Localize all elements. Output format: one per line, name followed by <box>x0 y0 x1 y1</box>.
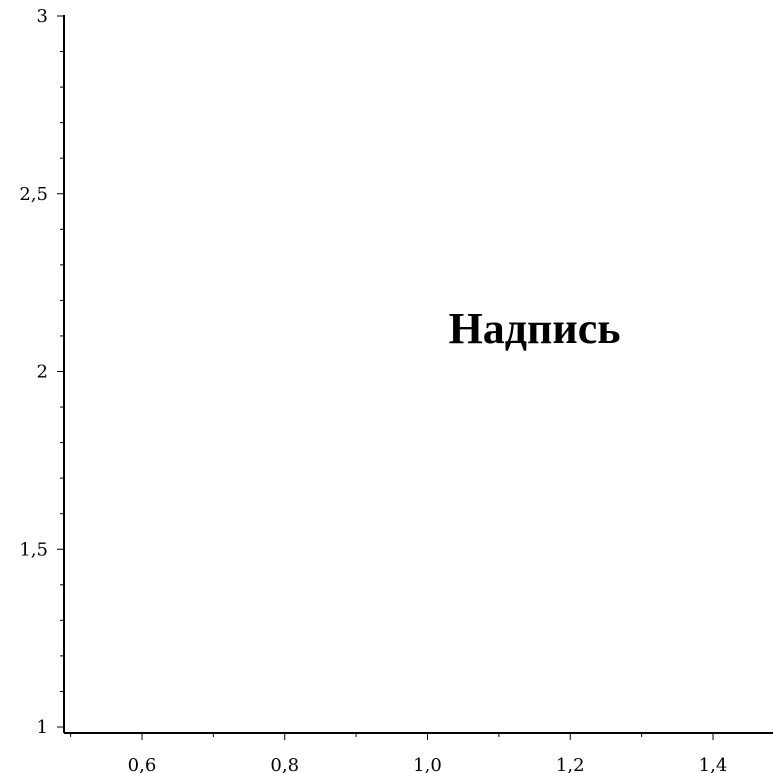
y-tick-label: 2,5 <box>19 184 48 205</box>
x-tick-label: 1,0 <box>413 755 442 773</box>
axes <box>63 15 773 734</box>
y-tick-label: 2 <box>37 362 48 383</box>
x-tick-label: 1,2 <box>556 755 585 773</box>
y-tick-label: 3 <box>37 6 48 27</box>
annotations: Надпись <box>449 304 621 353</box>
annotation-label: Надпись <box>449 304 621 353</box>
ticks <box>57 15 714 740</box>
y-tick-label: 1,5 <box>19 539 48 560</box>
x-tick-label: 0,6 <box>128 755 157 773</box>
x-tick-label: 0,8 <box>270 755 299 773</box>
x-tick-label: 1,4 <box>699 755 728 773</box>
tick-labels: 0,6 0,8 1,0 1,2 1,4 1 1,5 2 2,5 3 <box>19 6 727 773</box>
y-tick-label: 1 <box>37 717 48 738</box>
